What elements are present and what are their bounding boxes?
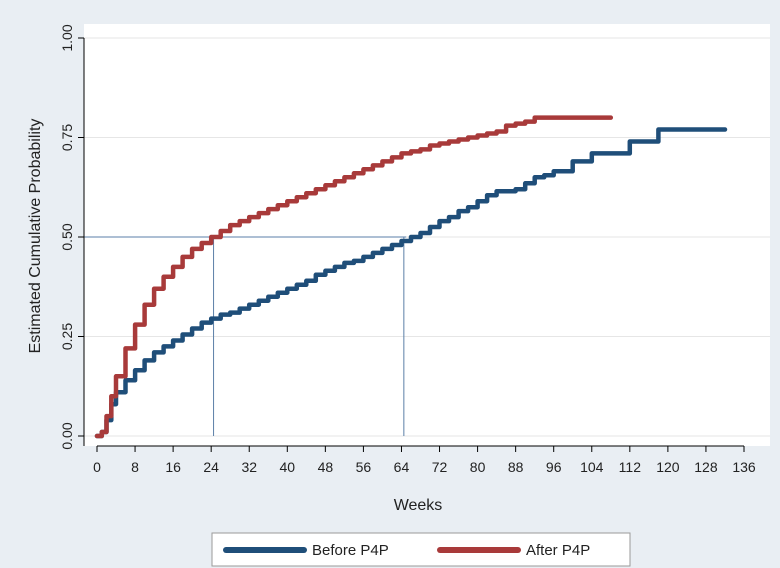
series-line-before-p4p — [94, 127, 728, 439]
x-tick-label-0: 0 — [93, 459, 101, 475]
y-tick-label-4: 1.00 — [59, 24, 75, 51]
axis-layer: 0.00 0.25 0.50 0.75 1.00 0 8 16 24 32 40 48 56 64 72 80… — [59, 24, 756, 475]
x-tick-label-2: 16 — [165, 459, 181, 475]
grid-layer — [84, 37, 770, 437]
x-tick-label-16: 128 — [694, 459, 718, 475]
series-layer — [94, 115, 728, 439]
x-tick-label-15: 120 — [656, 459, 680, 475]
x-tick-label-4: 32 — [241, 459, 257, 475]
x-tick-label-7: 56 — [356, 459, 372, 475]
x-tick-label-17: 136 — [732, 459, 756, 475]
x-tick-label-9: 72 — [432, 459, 448, 475]
x-tick-label-3: 24 — [203, 459, 219, 475]
y-tick-label-2: 0.50 — [59, 223, 75, 250]
x-axis-title: Weeks — [394, 497, 443, 514]
x-tick-label-13: 104 — [580, 459, 604, 475]
reference-lines — [84, 236, 407, 436]
y-axis-title: Estimated Cumulative Probability — [27, 119, 44, 354]
legend-label-after-p4p: After P4P — [526, 542, 590, 559]
y-tick-label-3: 0.75 — [59, 124, 75, 151]
series-line-after-p4p — [94, 115, 614, 439]
x-tick-label-11: 88 — [508, 459, 524, 475]
x-tick-label-14: 112 — [619, 459, 642, 475]
legend: Before P4P After P4P — [211, 532, 631, 567]
x-tick-label-10: 80 — [470, 459, 486, 475]
x-tick-label-6: 48 — [318, 459, 334, 475]
x-tick-label-8: 64 — [394, 459, 410, 475]
y-tick-label-1: 0.25 — [59, 323, 75, 350]
x-tick-label-1: 8 — [131, 459, 139, 475]
x-tick-label-12: 96 — [546, 459, 562, 475]
y-tick-label-0: 0.00 — [59, 422, 75, 449]
legend-label-before-p4p: Before P4P — [312, 542, 389, 559]
x-tick-label-5: 40 — [280, 459, 296, 475]
